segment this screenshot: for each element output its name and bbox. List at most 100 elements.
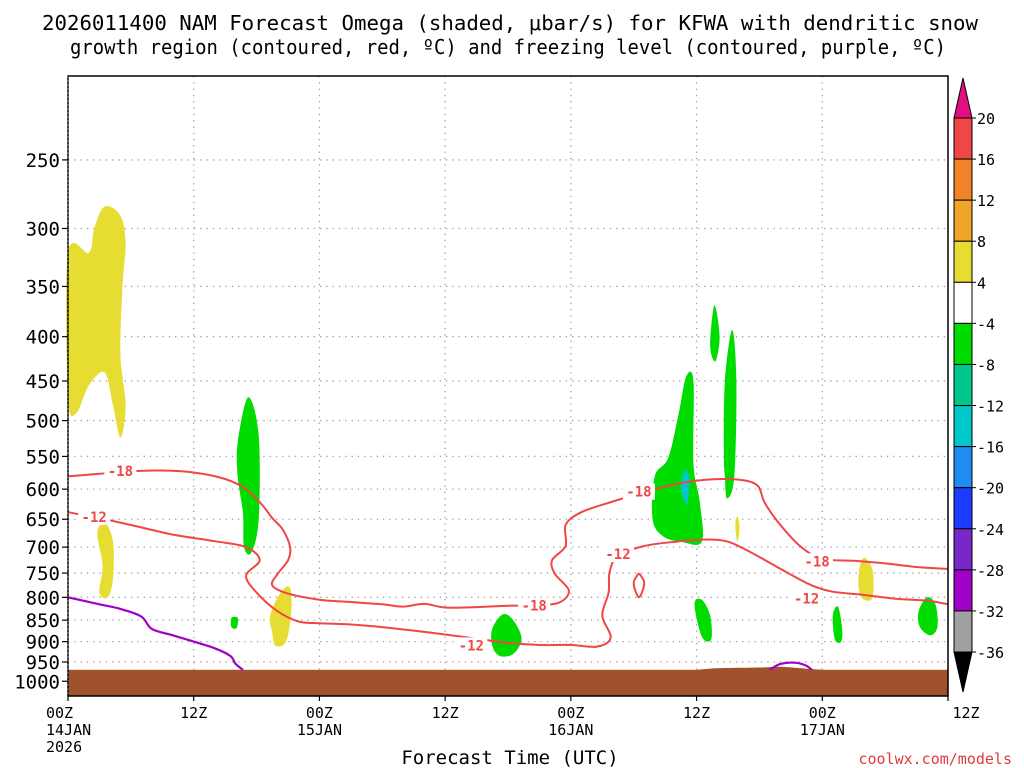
x-tick-label: 16JAN xyxy=(548,721,593,739)
colorbar-label: -28 xyxy=(977,562,1004,580)
x-tick-label: 14JAN xyxy=(46,721,91,739)
dgz-contour--12 xyxy=(67,511,949,648)
contour-label: -12 xyxy=(459,638,484,654)
x-tick-label: 00Z xyxy=(809,704,836,722)
y-tick-label: 450 xyxy=(26,371,60,393)
colorbar-segment xyxy=(953,199,973,242)
contour-label: -18 xyxy=(108,464,133,480)
contour-label-bg xyxy=(790,590,823,607)
y-tick-label: 400 xyxy=(26,327,60,349)
colorbar-segment xyxy=(953,322,973,365)
omega-region xyxy=(680,470,690,505)
colorbar-label: 16 xyxy=(977,151,995,169)
colorbar-segment xyxy=(953,158,973,201)
plot-area: -18 -18 -18 -18 -12 -12 -12 -12 250 300 350 400 450 5… xyxy=(14,75,980,756)
dgz-contour--18 xyxy=(67,469,949,609)
y-tick-label: 550 xyxy=(26,446,60,468)
omega-region xyxy=(269,586,292,647)
contour-label-bg xyxy=(455,637,488,654)
ground-surface xyxy=(68,669,948,696)
freezing-level-line xyxy=(67,596,244,671)
omega-region xyxy=(230,616,239,629)
y-tick-label: 900 xyxy=(26,632,60,654)
contour-label-bg xyxy=(518,597,551,614)
contour-label-bg xyxy=(622,483,655,500)
colorbar-segment xyxy=(953,117,973,160)
colorbar-segment xyxy=(953,446,973,489)
x-tick-label: 12Z xyxy=(180,704,207,722)
terrain-bump xyxy=(696,666,823,672)
colorbar-label: 12 xyxy=(977,192,995,210)
x-tick-label: 00Z xyxy=(557,704,584,722)
y-tick-label: 850 xyxy=(26,610,60,632)
x-tick-label: 2026 xyxy=(46,738,82,756)
omega-region xyxy=(858,557,874,601)
colorbar-segment xyxy=(953,569,973,612)
colorbar-label: -4 xyxy=(977,315,995,333)
watermark: coolwx.com/models xyxy=(858,750,1012,768)
omega-region xyxy=(917,597,938,636)
y-tick-label: 950 xyxy=(26,652,60,674)
colorbar-label: -36 xyxy=(977,644,1004,662)
omega-regions xyxy=(66,206,938,657)
colorbar-label: -16 xyxy=(977,439,1004,457)
y-tick-label: 500 xyxy=(26,411,60,433)
colorbar-label: -24 xyxy=(977,521,1004,539)
y-tick-label: 650 xyxy=(26,509,60,531)
y-tick-label: 600 xyxy=(26,479,60,501)
omega-region xyxy=(723,330,737,499)
colorbar-segment xyxy=(953,487,973,530)
contour-label: -18 xyxy=(626,485,651,501)
colorbar-label: 4 xyxy=(977,274,986,292)
x-tick-label: 12Z xyxy=(432,704,459,722)
colorbar-label: 20 xyxy=(977,110,995,128)
y-tick-label: 350 xyxy=(26,276,60,298)
x-tick-label: 12Z xyxy=(952,704,979,722)
colorbar-segment xyxy=(953,281,973,324)
colorbar-label: -20 xyxy=(977,480,1004,498)
omega-region xyxy=(236,397,260,555)
y-tick-label: 1000 xyxy=(14,671,60,693)
y-tick-label: 250 xyxy=(26,150,60,172)
contour-label-bg xyxy=(104,463,137,480)
omega-region xyxy=(97,521,114,599)
contour-label: -18 xyxy=(804,554,829,570)
x-axis-title: Forecast Time (UTC) xyxy=(401,747,618,768)
colorbar-segment xyxy=(953,240,973,283)
y-axis: 2503003504004505005506006507007508008509… xyxy=(14,150,68,693)
x-tick-label: 15JAN xyxy=(297,721,342,739)
omega-region xyxy=(491,613,522,657)
colorbar-label: -8 xyxy=(977,356,995,374)
omega-region xyxy=(651,371,704,545)
x-tick-label: 00Z xyxy=(46,704,73,722)
contour-label-bg xyxy=(78,508,111,525)
colorbar-label: 8 xyxy=(977,233,986,251)
omega-region xyxy=(735,516,740,542)
colorbar-label: -12 xyxy=(977,398,1004,416)
x-tick-label: 12Z xyxy=(683,704,710,722)
title-line-1: 2026011400 NAM Forecast Omega (shaded, μ… xyxy=(42,11,979,35)
colorbar: 20 16 12 8 4 -4 -8 -12 -16 -20 -24 -28 -32 -36 xyxy=(953,77,1004,693)
colorbar-segment xyxy=(953,363,973,407)
x-tick-label: 00Z xyxy=(306,704,333,722)
omega-region xyxy=(832,606,843,643)
colorbar-label: -32 xyxy=(977,603,1004,621)
contour-label: -12 xyxy=(794,592,819,608)
contour-label: -12 xyxy=(605,547,630,563)
y-tick-label: 300 xyxy=(26,218,60,240)
colorbar-segment xyxy=(953,405,973,448)
colorbar-segment xyxy=(953,528,973,571)
dgz-contours: -18 -18 -18 -18 -12 -12 -12 -12 xyxy=(67,463,949,654)
omega-region xyxy=(694,598,712,642)
title-line-2: growth region (contoured, red, ºC) and f… xyxy=(70,35,946,59)
freezing-level-line xyxy=(769,661,813,671)
contour-label-bg xyxy=(801,553,834,570)
x-tick-label: 17JAN xyxy=(800,721,845,739)
contour-label-bg xyxy=(602,546,634,563)
y-tick-label: 750 xyxy=(26,563,60,585)
omega-region xyxy=(710,305,720,362)
chart-title: 2026011400 NAM Forecast Omega (shaded, μ… xyxy=(42,11,979,59)
